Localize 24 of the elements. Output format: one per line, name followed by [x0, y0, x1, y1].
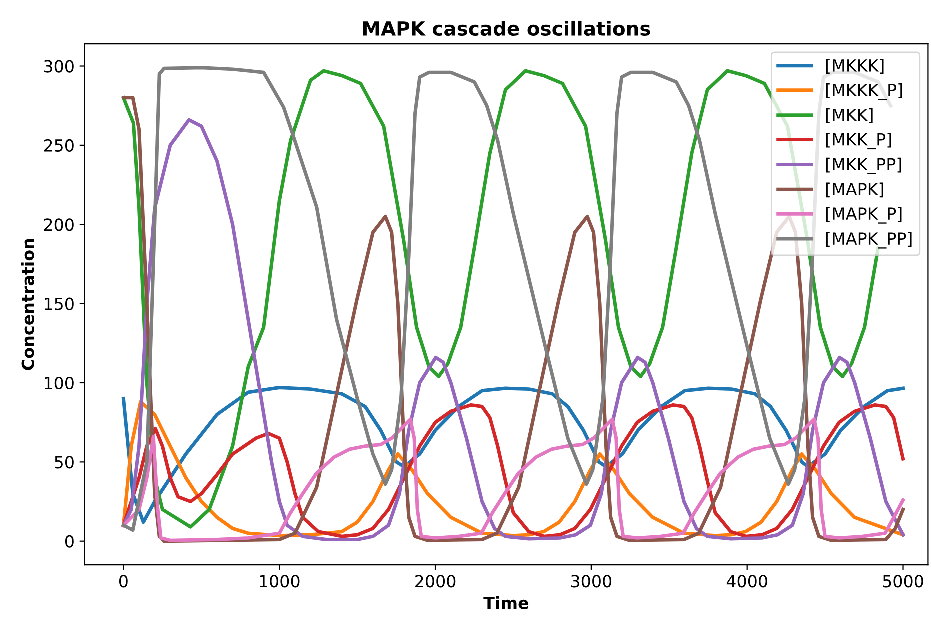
y-axis-title: Concentration — [22, 239, 34, 370]
x-tick-label: 4000 — [726, 575, 768, 588]
legend-label: [MAPK_P] — [826, 207, 902, 224]
y-tick-label: 200 — [44, 218, 74, 232]
x-tick-label: 3000 — [572, 575, 612, 588]
y-tick-label: 250 — [44, 139, 74, 152]
y-tick-label: 150 — [45, 298, 74, 310]
y-tick-label: 300 — [44, 60, 74, 73]
legend-label: [MAPK] — [826, 182, 884, 198]
y-tick-label: 100 — [45, 376, 74, 390]
legend-label: [MAPK_PP] — [826, 232, 912, 249]
x-axis-title: Time — [484, 596, 529, 610]
chart-title: MAPK cascade oscillations — [363, 20, 650, 36]
y-tick-label: 0 — [65, 535, 74, 548]
legend-label: [MKK_P] — [826, 132, 892, 150]
x-tick-label: 1000 — [260, 575, 300, 588]
legend-label: [MKK] — [826, 108, 873, 124]
x-tick-label: 2000 — [416, 575, 456, 588]
x-tick-label: 5000 — [883, 575, 924, 588]
legend-label: [MKKK_P] — [826, 84, 902, 100]
legend-label: [MKK_PP] — [826, 158, 902, 174]
x-tick-label: 0 — [119, 575, 128, 588]
legend-label: [MKKK] — [826, 59, 884, 74]
y-tick-label: 50 — [55, 456, 74, 469]
